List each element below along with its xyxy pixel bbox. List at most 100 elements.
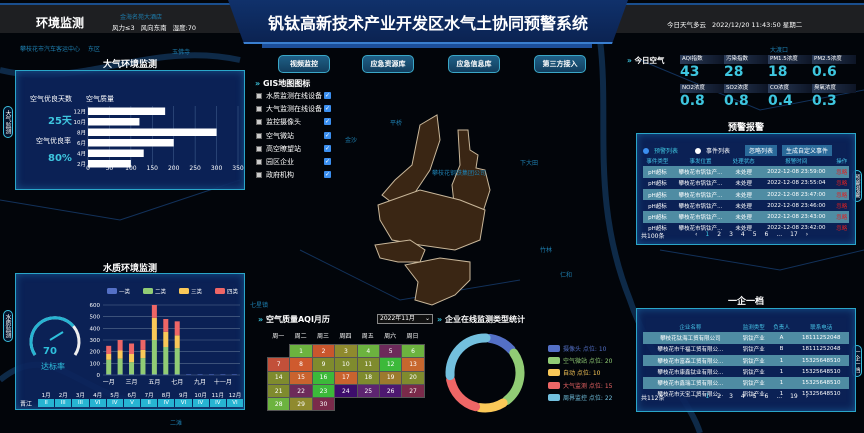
page-number[interactable]: 1 bbox=[705, 393, 710, 400]
gis-layer-item[interactable]: 园区企业 bbox=[256, 157, 294, 167]
emergency-info-button[interactable]: 应急信息库 bbox=[448, 55, 500, 73]
page-number[interactable]: 17 bbox=[790, 231, 798, 238]
calendar-day[interactable]: 6 bbox=[401, 343, 425, 359]
radio-alarm-label[interactable]: 预警列表 bbox=[654, 148, 679, 155]
layer-checkbox[interactable]: ✓ bbox=[324, 105, 331, 113]
table-row[interactable]: pH超标 攀枝花市钒钛产... 未处理 2022-12-08 23:43:00 忽略 bbox=[643, 211, 849, 223]
ignore-link[interactable]: 忽略 bbox=[834, 188, 849, 201]
calendar-day[interactable]: 9 bbox=[311, 357, 336, 372]
table-row[interactable]: 攀枝花市鑫瑞工贸有限公... 钒钛产业 1 15325648510 bbox=[643, 377, 849, 389]
calendar-day[interactable]: 11 bbox=[356, 357, 380, 372]
ignore-link[interactable]: 忽略 bbox=[836, 203, 848, 210]
gis-layer-item[interactable]: 高空瞭望站 bbox=[256, 144, 301, 154]
calendar-day[interactable]: 26 bbox=[378, 383, 403, 399]
district-shape[interactable] bbox=[381, 114, 441, 206]
ignore-link[interactable]: 忽略 bbox=[834, 211, 849, 223]
page-number[interactable]: 3 bbox=[729, 231, 733, 238]
ignore-link[interactable]: 忽略 bbox=[834, 166, 849, 178]
ignore-link[interactable]: 忽略 bbox=[836, 181, 848, 188]
ignore-link[interactable]: 忽略 bbox=[836, 226, 848, 233]
table-row[interactable]: pH超标 攀枝花市钒钛产... 未处理 2022-12-08 23:47:00 忽略 bbox=[643, 188, 849, 201]
calendar-day[interactable]: 25 bbox=[356, 383, 380, 399]
table-row[interactable]: 攀枝花市千福工贸有限公... 钒钛产业 B 18111252048 bbox=[643, 344, 849, 355]
legend-item[interactable]: 摄像头 点位: 10 bbox=[548, 342, 612, 354]
page-number[interactable]: 5 bbox=[752, 393, 757, 400]
alarm-pagination[interactable]: ‹ 1 2 3 4 5 6... 17 › bbox=[695, 231, 808, 238]
legend-item[interactable]: 大气监测 点位: 15 bbox=[548, 379, 612, 391]
radio-event-label[interactable]: 事件列表 bbox=[706, 148, 731, 155]
enterprise-pagination[interactable]: ‹ 1 2 3 4 5 6... 19 › bbox=[695, 393, 808, 400]
table-row[interactable]: 攀枝花市康鑫钛业有限公... 钒钛产业 1 15325648510 bbox=[643, 366, 849, 377]
page-number[interactable]: 3 bbox=[729, 393, 733, 400]
page-number[interactable]: 2 bbox=[717, 393, 722, 400]
calendar-day[interactable]: 15 bbox=[289, 370, 313, 385]
page-number[interactable]: 6 bbox=[764, 231, 769, 238]
gis-layer-item[interactable]: 空气微站 bbox=[256, 131, 294, 141]
calendar-day[interactable]: 21 bbox=[266, 383, 291, 399]
gis-layer-item[interactable]: 监控摄像头 bbox=[256, 117, 301, 127]
calendar-day[interactable]: 28 bbox=[266, 397, 291, 412]
calendar-day[interactable]: 17 bbox=[334, 370, 358, 385]
calendar-day[interactable]: 13 bbox=[401, 357, 425, 372]
table-row[interactable]: pH超标 攀枝花市钒钛产... 未处理 2022-12-08 23:55:04 忽略 bbox=[643, 178, 849, 189]
layer-checkbox[interactable]: ✓ bbox=[324, 92, 331, 99]
page-number[interactable]: 19 bbox=[790, 393, 798, 400]
layer-checkbox[interactable]: ✓ bbox=[324, 171, 331, 179]
calendar-day[interactable]: 7 bbox=[266, 357, 291, 372]
video-monitor-button[interactable]: 视频监控 bbox=[278, 55, 330, 73]
calendar-day[interactable]: 29 bbox=[289, 397, 313, 412]
layer-checkbox[interactable]: ✓ bbox=[324, 158, 331, 165]
page-number[interactable]: ... bbox=[776, 231, 783, 238]
next-page-icon[interactable]: › bbox=[805, 393, 809, 400]
gis-layer-item[interactable]: 大气监测在线设备 bbox=[256, 104, 322, 114]
district-shape[interactable] bbox=[404, 257, 471, 306]
calendar-day[interactable]: 30 bbox=[311, 397, 336, 412]
table-row[interactable]: 攀枝花市富森工贸有限公... 钒钛产业 1 15325648510 bbox=[643, 354, 849, 367]
calendar-day[interactable]: 5 bbox=[378, 343, 403, 359]
table-row[interactable]: pH超标 攀枝花市钒钛产... 未处理 2022-12-08 23:59:00 忽略 bbox=[643, 166, 849, 178]
gis-layer-item[interactable]: 水质监测在线设备 bbox=[256, 91, 322, 101]
calendar-day[interactable]: 1 bbox=[289, 343, 313, 359]
radio-alarm-list[interactable] bbox=[643, 147, 649, 154]
calendar-day[interactable]: 12 bbox=[378, 357, 403, 372]
table-row[interactable]: pH超标 攀枝花市钒钛产... 未处理 2022-12-08 23:46:00 忽略 bbox=[643, 200, 849, 211]
calendar-day[interactable]: 2 bbox=[311, 343, 336, 359]
calendar-day[interactable]: 14 bbox=[266, 370, 291, 385]
gis-layer-item[interactable]: 政府机构 bbox=[256, 170, 294, 180]
calendar-day[interactable]: 18 bbox=[356, 370, 380, 385]
page-number[interactable]: 5 bbox=[752, 231, 757, 238]
layer-checkbox[interactable]: ✓ bbox=[324, 131, 331, 139]
page-number[interactable]: ... bbox=[776, 393, 783, 400]
table-row[interactable]: pH超标 攀枝花市钒钛产... 未处理 2022-12-08 23:42:00 忽略 bbox=[643, 223, 849, 234]
side-tab-air[interactable]: 大气监测 bbox=[3, 106, 13, 138]
emergency-resource-button[interactable]: 应急资源库 bbox=[362, 55, 414, 73]
create-event-button[interactable]: 生成自定义事件 bbox=[782, 145, 833, 156]
legend-item[interactable]: 周界监控 点位: 22 bbox=[548, 391, 612, 403]
prev-page-icon[interactable]: ‹ bbox=[695, 393, 698, 400]
calendar-day[interactable]: 10 bbox=[334, 357, 358, 372]
ignore-list-button[interactable]: 忽略列表 bbox=[745, 145, 778, 156]
page-number[interactable]: 1 bbox=[705, 231, 710, 238]
radio-event-list[interactable] bbox=[695, 147, 702, 154]
legend-item[interactable]: 自动 点位: 10 bbox=[548, 367, 612, 379]
page-number[interactable]: 2 bbox=[717, 231, 722, 238]
calendar-day[interactable]: 4 bbox=[356, 343, 380, 359]
calendar-day[interactable]: 19 bbox=[378, 370, 403, 385]
legend-item[interactable]: 空气微站 点位: 20 bbox=[548, 354, 612, 366]
calendar-day[interactable]: 8 bbox=[289, 357, 313, 372]
layer-checkbox[interactable]: ✓ bbox=[324, 118, 331, 126]
district-shape[interactable] bbox=[377, 189, 486, 251]
prev-page-icon[interactable]: ‹ bbox=[695, 231, 698, 238]
calendar-day[interactable]: 3 bbox=[334, 343, 358, 359]
calendar-day[interactable]: 20 bbox=[401, 370, 425, 385]
calendar-day[interactable]: 23 bbox=[311, 383, 336, 399]
page-number[interactable]: 4 bbox=[740, 393, 745, 400]
calendar-day[interactable]: 24 bbox=[334, 383, 358, 399]
side-tab-water[interactable]: 水质监测 bbox=[3, 310, 13, 342]
calendar-day[interactable]: 22 bbox=[289, 383, 313, 399]
table-row[interactable]: 攀枝花市天宝工贸有限公... 钒钛产业 1 15325648510 bbox=[643, 389, 849, 400]
third-party-button[interactable]: 第三方接入 bbox=[534, 55, 586, 73]
calendar-day[interactable]: 27 bbox=[401, 383, 425, 399]
next-page-icon[interactable]: › bbox=[805, 231, 809, 238]
calendar-day[interactable]: 16 bbox=[311, 370, 336, 385]
